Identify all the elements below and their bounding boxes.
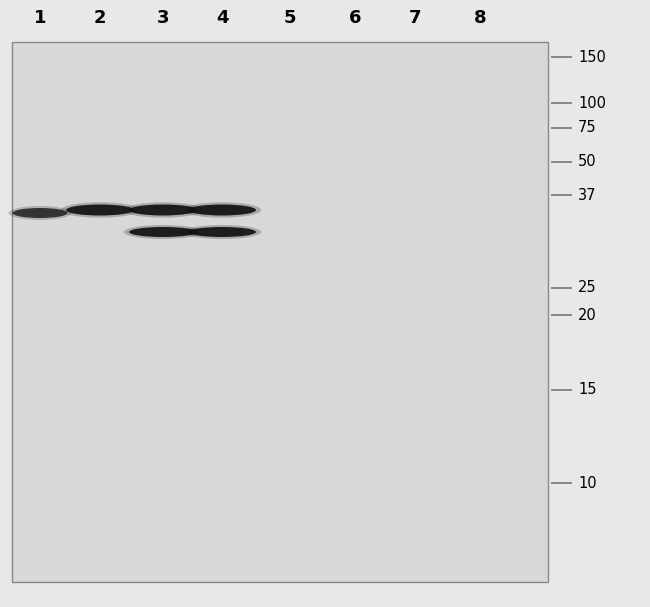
Ellipse shape <box>129 227 197 237</box>
Text: 100: 100 <box>578 95 606 110</box>
Ellipse shape <box>183 225 261 239</box>
Text: 5: 5 <box>284 9 296 27</box>
Ellipse shape <box>124 225 202 239</box>
Ellipse shape <box>183 202 261 218</box>
Text: 10: 10 <box>578 475 597 490</box>
Text: 7: 7 <box>409 9 421 27</box>
Ellipse shape <box>124 202 202 218</box>
Text: 20: 20 <box>578 308 597 322</box>
Ellipse shape <box>188 227 256 237</box>
Ellipse shape <box>188 205 256 215</box>
Text: 4: 4 <box>216 9 228 27</box>
Ellipse shape <box>12 208 68 218</box>
Text: 3: 3 <box>157 9 169 27</box>
Text: 50: 50 <box>578 155 597 169</box>
Text: 2: 2 <box>94 9 106 27</box>
Ellipse shape <box>66 205 134 215</box>
Text: 6: 6 <box>349 9 361 27</box>
Text: 37: 37 <box>578 188 597 203</box>
Ellipse shape <box>61 202 139 218</box>
Text: 75: 75 <box>578 121 597 135</box>
Bar <box>12 42 548 582</box>
Text: 8: 8 <box>474 9 486 27</box>
Text: 1: 1 <box>34 9 46 27</box>
Text: 15: 15 <box>578 382 597 398</box>
Text: 150: 150 <box>578 50 606 64</box>
Ellipse shape <box>129 205 197 215</box>
Ellipse shape <box>8 206 72 220</box>
Text: 25: 25 <box>578 280 597 296</box>
